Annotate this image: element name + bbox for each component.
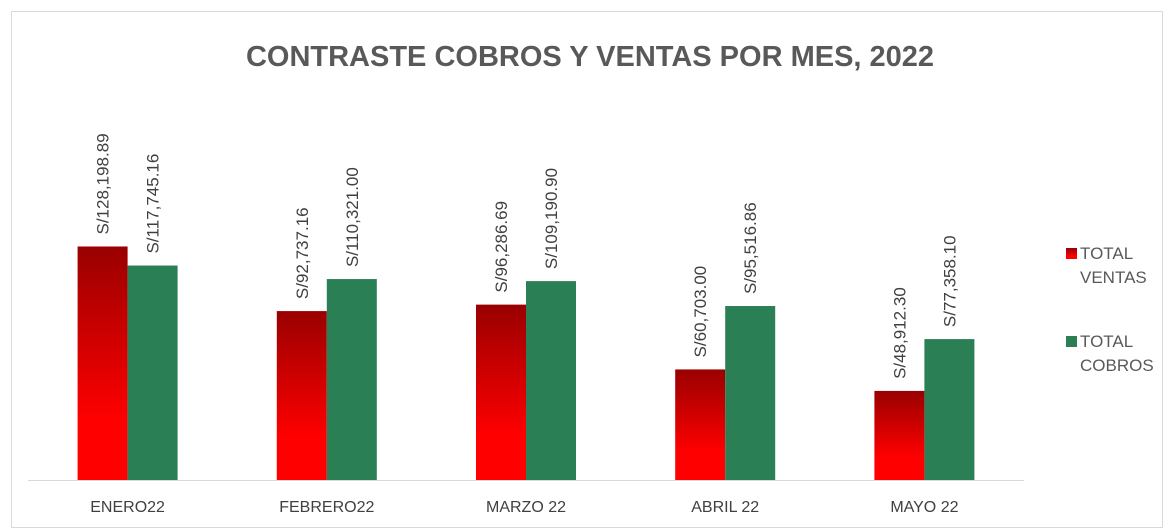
- chart-border: [11, 11, 1163, 528]
- bar: [127, 265, 178, 480]
- data-label: S/109,190.90: [542, 168, 561, 269]
- bar: [924, 339, 975, 480]
- legend-label: TOTAL COBROS: [1080, 332, 1154, 375]
- bar: [276, 311, 327, 480]
- data-label: S/48,912.30: [890, 287, 909, 379]
- legend-swatch: [1066, 336, 1077, 347]
- x-tick-label: MAYO 22: [890, 499, 958, 516]
- data-label: S/92,737.16: [293, 207, 312, 299]
- bar: [725, 306, 776, 480]
- chart-title: CONTRASTE COBROS Y VENTAS POR MES, 2022: [246, 41, 934, 73]
- x-tick-label: FEBRERO22: [279, 499, 374, 516]
- x-tick-label: ENERO22: [90, 499, 165, 516]
- data-label: S/96,286.69: [492, 201, 511, 293]
- legend-label: TOTAL VENTAS: [1080, 244, 1147, 287]
- bar: [77, 246, 128, 480]
- bar: [874, 390, 925, 480]
- data-label: S/77,358.10: [940, 235, 959, 327]
- data-label: S/117,745.16: [144, 154, 163, 254]
- legend-swatch: [1066, 248, 1077, 259]
- bar: [476, 304, 526, 480]
- bar: [326, 279, 377, 480]
- bar: [675, 369, 726, 480]
- data-label: S/110,321.00: [343, 167, 362, 267]
- x-tick-label: MARZO 22: [486, 499, 566, 516]
- data-label: S/95,516.86: [741, 202, 760, 294]
- data-label: S/60,703.00: [691, 266, 710, 358]
- data-label: S/128,198.89: [94, 133, 113, 234]
- x-tick-label: ABRIL 22: [691, 499, 759, 516]
- bar: [526, 281, 576, 480]
